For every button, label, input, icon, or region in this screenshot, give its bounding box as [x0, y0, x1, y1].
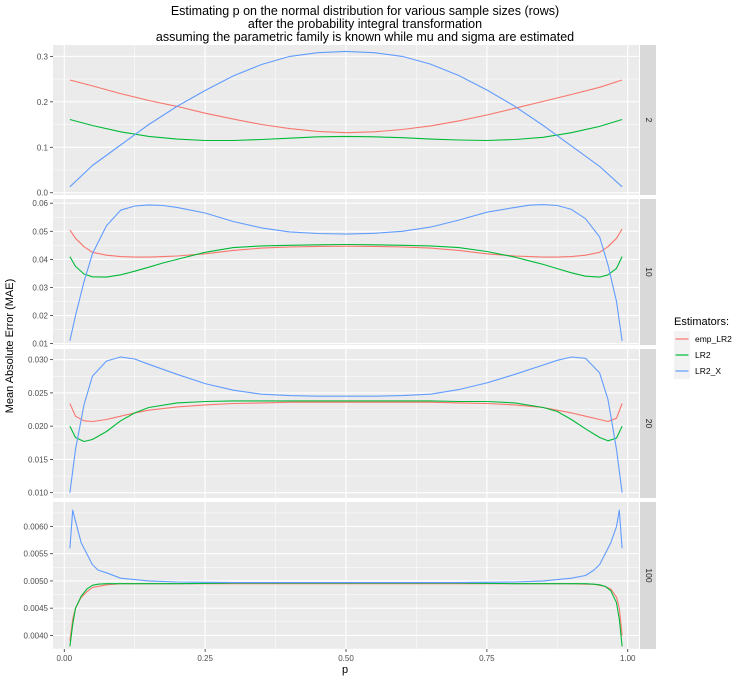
facet-panels: 0.00.10.20.320.010.020.030.040.050.06100… — [24, 45, 656, 650]
y-tick-label: 0.025 — [28, 389, 49, 398]
panel-10: 0.01 0.02 0.03 0.04 0.05 0.06 10 — [32, 199, 656, 349]
y-tick-label: 0.015 — [28, 455, 49, 464]
x-axis: 0.00 0.25 0.50 0.75 1.00 — [56, 649, 636, 663]
y-tick-label: 0.3 — [37, 52, 49, 61]
series-line-LR2_X — [69, 356, 623, 493]
y-tick-label: 0.01 — [32, 340, 48, 349]
chart-title-line-2: after the probability integral transform… — [248, 17, 482, 31]
y-axis-title: Mean Absolute Error (MAE) — [4, 279, 16, 414]
facet-strip — [640, 199, 656, 345]
series-line-LR2 — [69, 243, 623, 278]
y-tick-label: 0.2 — [37, 98, 49, 107]
x-tick-label: 0.75 — [479, 654, 495, 663]
facet-strip — [640, 45, 656, 195]
y-tick-label: 0.0060 — [24, 523, 49, 532]
facet-strip-label: 20 — [644, 419, 654, 429]
series-line-LR2_X — [69, 509, 623, 584]
series-line-LR2_X — [69, 50, 623, 188]
x-tick-label: 0.50 — [338, 654, 354, 663]
y-tick-label: 0.0040 — [24, 631, 49, 640]
facet-strip-label: 100 — [644, 568, 654, 582]
panel-2: 0.0 0.1 0.2 0.3 2 — [37, 45, 656, 198]
legend: Estimators: emp_LR2 LR2 LR2_X — [674, 316, 732, 379]
x-tick-label: 0.25 — [197, 654, 213, 663]
series-line-emp_LR2 — [69, 79, 623, 134]
y-tick-label: 0.010 — [28, 489, 49, 498]
y-tick-label: 0.0 — [37, 189, 49, 198]
x-tick-label: 1.00 — [620, 654, 636, 663]
facet-strip — [640, 502, 656, 649]
panel-100: 0.0040 0.0045 0.0050 0.0055 0.0060 100 — [24, 502, 656, 650]
x-axis-title: p — [342, 664, 348, 676]
y-tick-label: 0.05 — [32, 227, 48, 236]
chart-title-line-3: assuming the parametric family is known … — [156, 30, 574, 44]
y-tick-label: 0.06 — [32, 199, 48, 208]
y-tick-label: 0.02 — [32, 312, 48, 321]
panel-20: 0.010 0.015 0.020 0.025 0.030 20 — [28, 349, 656, 498]
series-line-LR2 — [69, 400, 623, 443]
facet-strip-label: 10 — [644, 267, 654, 277]
y-tick-label: 0.1 — [37, 143, 49, 152]
y-tick-label: 0.0045 — [24, 604, 49, 613]
legend-label-emp_LR2: emp_LR2 — [695, 334, 732, 344]
facet-strip-label: 2 — [644, 118, 654, 123]
series-line-LR2 — [69, 118, 623, 142]
y-tick-label: 0.0050 — [24, 577, 49, 586]
series-line-emp_LR2 — [69, 228, 623, 258]
series-line-LR2_X — [69, 204, 623, 341]
x-tick-label: 0.00 — [56, 654, 72, 663]
y-tick-label: 0.03 — [32, 283, 48, 292]
y-tick-label: 0.0055 — [24, 550, 49, 559]
y-tick-label: 0.020 — [28, 422, 49, 431]
series-line-emp_LR2 — [69, 401, 623, 423]
chart-title-line-1: Estimating p on the normal distribution … — [171, 4, 559, 18]
legend-title: Estimators: — [674, 316, 729, 328]
y-tick-label: 0.04 — [32, 255, 48, 264]
legend-label-LR2_X: LR2_X — [695, 366, 721, 376]
legend-label-LR2: LR2 — [695, 350, 711, 360]
facet-strip — [640, 349, 656, 498]
y-tick-label: 0.030 — [28, 356, 49, 365]
